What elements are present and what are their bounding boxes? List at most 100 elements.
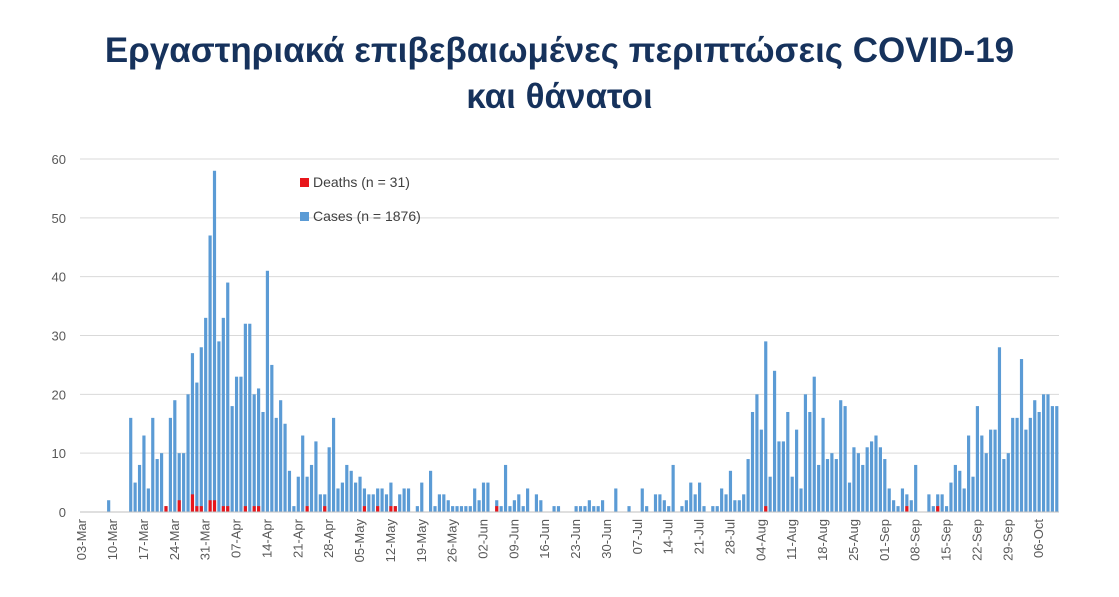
cases-bar xyxy=(817,464,821,512)
cases-bar xyxy=(349,470,353,512)
y-tick-label: 10 xyxy=(52,446,66,461)
x-tick-label: 21-Jul xyxy=(692,519,707,555)
cases-bar xyxy=(777,441,781,512)
cases-bar xyxy=(803,394,808,512)
cases-bar xyxy=(1019,359,1024,512)
cases-bar xyxy=(239,376,243,512)
cases-bar xyxy=(874,435,878,512)
cases-bar xyxy=(733,500,737,512)
x-tick-label: 02-Jun xyxy=(476,519,491,559)
cases-bar xyxy=(658,494,662,512)
cases-bar xyxy=(296,476,300,512)
cases-bar xyxy=(212,170,217,512)
cases-bar xyxy=(662,500,666,512)
cases-bar xyxy=(327,447,331,512)
cases-bar xyxy=(746,459,750,512)
cases-bar xyxy=(764,341,768,512)
cases-bar xyxy=(975,406,980,512)
x-tick-label: 18-Aug xyxy=(815,519,830,561)
cases-bar xyxy=(398,494,402,512)
cases-bar xyxy=(384,494,389,512)
cases-bar xyxy=(574,506,578,512)
x-tick-label: 19-May xyxy=(414,519,429,563)
x-tick-label: 29-Sep xyxy=(1000,519,1015,561)
deaths-bar xyxy=(936,506,940,512)
cases-bar xyxy=(292,506,296,512)
deaths-bar xyxy=(252,506,256,512)
cases-bar xyxy=(671,464,675,512)
cases-bar xyxy=(137,464,142,512)
cases-bar xyxy=(155,459,159,512)
deaths-bar xyxy=(190,494,195,512)
cases-bar xyxy=(415,506,419,512)
cases-bar xyxy=(146,488,150,512)
cases-bar xyxy=(420,482,424,512)
x-tick-label: 11-Aug xyxy=(784,519,799,560)
legend-cases-swatch xyxy=(300,212,309,221)
cases-bar xyxy=(451,506,455,512)
x-tick-label: 14-Apr xyxy=(259,518,274,558)
cases-bar xyxy=(446,500,450,512)
cases-bar xyxy=(226,282,230,512)
cases-bar xyxy=(406,488,411,512)
deaths-bar xyxy=(164,506,168,512)
cases-bar xyxy=(173,400,177,512)
cases-bar xyxy=(331,417,336,512)
cases-bar xyxy=(133,482,137,512)
cases-bar xyxy=(596,506,600,512)
cases-bar xyxy=(667,506,671,512)
cases-bar xyxy=(221,317,225,512)
cases-bar xyxy=(742,494,746,512)
cases-bar xyxy=(389,482,393,512)
deaths-bar xyxy=(376,506,380,512)
cases-bar xyxy=(230,406,234,512)
y-tick-label: 60 xyxy=(52,152,66,167)
cases-bar xyxy=(318,494,322,512)
cases-bar xyxy=(1050,406,1054,512)
x-tick-label: 16-Jun xyxy=(537,519,552,559)
deaths-series xyxy=(164,494,940,512)
gridlines xyxy=(80,158,1059,454)
cases-bar xyxy=(159,453,164,512)
cases-bar xyxy=(839,400,843,512)
cases-bar xyxy=(583,506,587,512)
cases-bar xyxy=(301,435,305,512)
deaths-bar xyxy=(389,506,393,512)
deaths-bar xyxy=(195,506,199,512)
cases-bar xyxy=(1055,406,1059,512)
x-tick-label: 23-Jun xyxy=(568,519,583,559)
cases-bar xyxy=(711,506,715,512)
deaths-bar xyxy=(323,506,327,512)
chart-title-line-1: Εργαστηριακά επιβεβαιωμένες περιπτώσεις … xyxy=(104,31,1015,70)
cases-bar xyxy=(861,464,865,512)
cases-bar xyxy=(151,417,155,512)
cases-bar xyxy=(481,482,486,512)
cases-bar xyxy=(129,417,133,512)
deaths-bar xyxy=(305,506,309,512)
cases-bar xyxy=(698,482,702,512)
cases-bar xyxy=(856,453,860,512)
cases-bar xyxy=(208,235,212,512)
cases-bar xyxy=(1006,453,1010,512)
cases-bar xyxy=(786,411,790,512)
cases-bar xyxy=(750,411,755,512)
cases-bar xyxy=(984,453,988,512)
cases-bar xyxy=(936,494,940,512)
cases-bar xyxy=(464,506,468,512)
cases-bar xyxy=(142,435,146,512)
cases-bar xyxy=(314,441,318,512)
cases-bar xyxy=(442,494,446,512)
cases-bar xyxy=(539,500,543,512)
cases-bar xyxy=(107,500,111,512)
cases-bar xyxy=(830,453,834,512)
cases-bar xyxy=(980,435,984,512)
cases-bar xyxy=(534,494,539,512)
cases-bar xyxy=(958,470,962,512)
x-tick-label: 17-Mar xyxy=(136,518,151,560)
x-tick-label: 07-Jul xyxy=(630,519,645,555)
cases-bar xyxy=(1037,411,1041,512)
cases-bar xyxy=(354,482,358,512)
cases-bar xyxy=(517,494,521,512)
cases-bar xyxy=(795,429,799,512)
